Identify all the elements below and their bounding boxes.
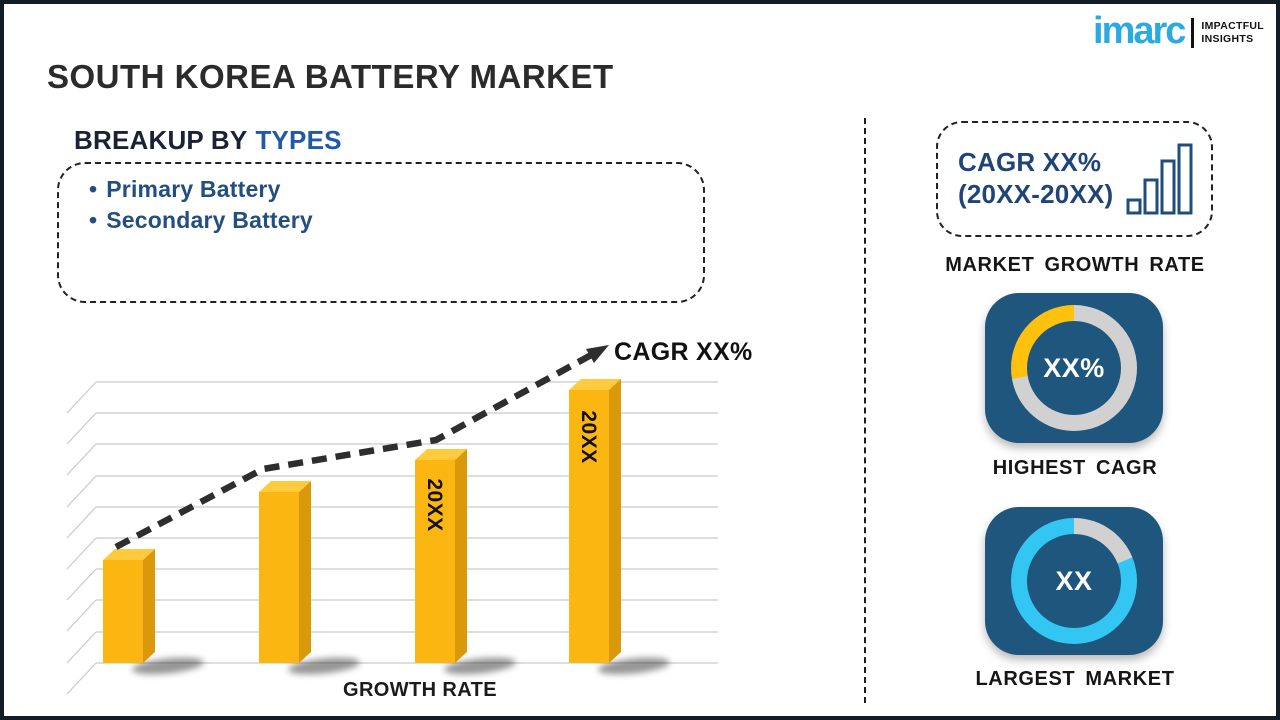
largest-market-donut: XX [1011, 518, 1137, 644]
market-growth-rate-label: MARKET GROWTH RATE [945, 254, 1205, 276]
breakup-types-list: Primary Battery Secondary Battery [59, 174, 703, 236]
list-item: Primary Battery [89, 174, 703, 205]
page-title: SOUTH KOREA BATTERY MARKET [47, 58, 614, 95]
breakup-types-box: Primary Battery Secondary Battery [57, 162, 705, 303]
imarc-logo-wordmark: imarc [1093, 10, 1186, 52]
cagr-trend-label: CAGR XX% [614, 338, 753, 366]
breakup-heading: BREAKUP BY TYPES [74, 125, 342, 156]
x-axis-label: GROWTH RATE [342, 679, 497, 701]
logo-tagline: IMPACTFUL INSIGHTS [1201, 20, 1264, 45]
trend-line [114, 345, 609, 550]
highest-cagr-tile: XX% [985, 293, 1163, 443]
bar-shadows [132, 657, 670, 675]
highest-cagr-value: XX% [1027, 321, 1121, 415]
panel-divider [864, 118, 866, 703]
growth-bars-icon [1126, 143, 1193, 215]
largest-market-value: XX [1027, 534, 1121, 628]
cagr-period-line: (20XX-20XX) [958, 179, 1114, 209]
chart-grid [66, 381, 718, 695]
largest-market-label: LARGEST MARKET [975, 668, 1175, 690]
highest-cagr-donut: XX% [1011, 305, 1137, 431]
cagr-summary-text: CAGR XX% (20XX-20XX) [958, 147, 1119, 210]
logo-tagline-line2: INSIGHTS [1201, 33, 1254, 45]
trend-arrowhead [586, 345, 609, 363]
list-item: Secondary Battery [89, 205, 703, 236]
cagr-value-line: CAGR XX% [958, 147, 1102, 178]
bar-3-year-label: 20XX [423, 478, 446, 532]
bar-4-year-label: 20XX [577, 410, 600, 464]
cagr-summary-box: CAGR XX% (20XX-20XX) [936, 121, 1213, 237]
largest-market-tile: XX [985, 507, 1163, 655]
logo-divider-bar [1191, 18, 1195, 48]
imarc-logo: imarc IMPACTFUL INSIGHTS [1093, 12, 1264, 50]
breakup-heading-highlight: TYPES [255, 125, 342, 155]
breakup-heading-prefix: BREAKUP BY [74, 125, 248, 155]
bar-1 [103, 549, 155, 663]
logo-tagline-line1: IMPACTFUL [1201, 20, 1264, 33]
bar-2 [259, 481, 311, 663]
highest-cagr-label: HIGHEST CAGR [992, 457, 1158, 479]
